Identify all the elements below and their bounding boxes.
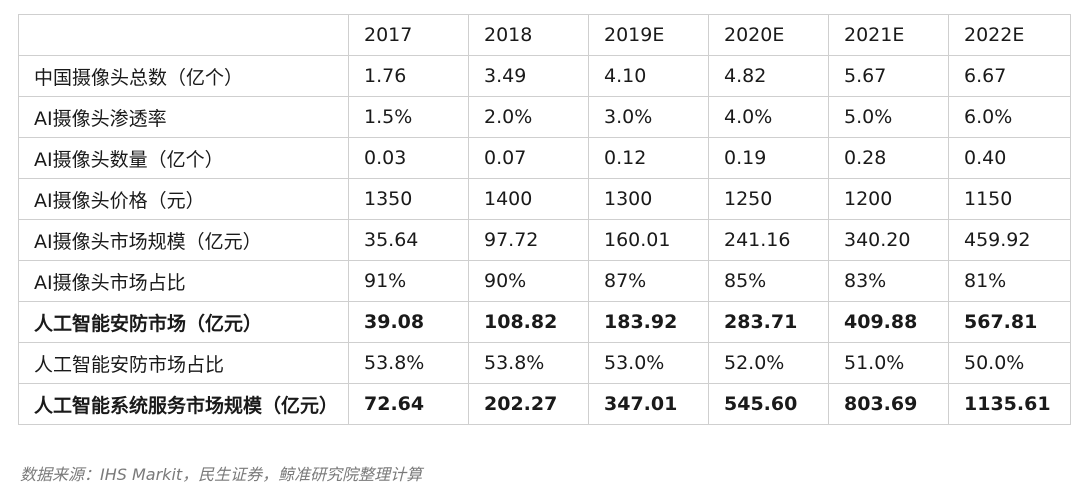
table-cell: 803.69 (828, 383, 949, 425)
table-cell: 1300 (588, 178, 709, 220)
table-cell: 0.28 (828, 137, 949, 179)
table-cell: 0.19 (708, 137, 829, 179)
table-cell: 6.67 (948, 55, 1071, 97)
header-cell-year: 2022E (948, 14, 1071, 56)
table-cell: 87% (588, 260, 709, 302)
table-cell: 6.0% (948, 96, 1071, 138)
table-header-row: 2017 2018 2019E 2020E 2021E 2022E (18, 14, 1071, 56)
table-cell: 1135.61 (948, 383, 1071, 425)
table-cell: 83% (828, 260, 949, 302)
row-label: 人工智能安防市场占比 (18, 342, 349, 384)
table-cell: 1150 (948, 178, 1071, 220)
table-cell: 4.0% (708, 96, 829, 138)
table-cell: 340.20 (828, 219, 949, 261)
table-cell: 108.82 (468, 301, 589, 343)
row-label: AI摄像头渗透率 (18, 96, 349, 138)
table-cell: 2.0% (468, 96, 589, 138)
table-cell: 1350 (348, 178, 469, 220)
table-cell: 0.40 (948, 137, 1071, 179)
table-cell: 35.64 (348, 219, 469, 261)
table-cell: 1.5% (348, 96, 469, 138)
table-cell: 53.0% (588, 342, 709, 384)
table-cell: 53.8% (468, 342, 589, 384)
table-row-bold: 人工智能安防市场（亿元） 39.08 108.82 183.92 283.71 … (18, 301, 1071, 343)
header-cell-empty (18, 14, 349, 56)
table-cell: 90% (468, 260, 589, 302)
table-cell: 1.76 (348, 55, 469, 97)
table-row-bold: 人工智能系统服务市场规模（亿元） 72.64 202.27 347.01 545… (18, 383, 1071, 425)
table-cell: 459.92 (948, 219, 1071, 261)
table-row: AI摄像头数量（亿个） 0.03 0.07 0.12 0.19 0.28 0.4… (18, 137, 1071, 179)
row-label: AI摄像头市场占比 (18, 260, 349, 302)
row-label: 中国摄像头总数（亿个） (18, 55, 349, 97)
table-cell: 53.8% (348, 342, 469, 384)
table-row: AI摄像头市场占比 91% 90% 87% 85% 83% 81% (18, 260, 1071, 302)
table-cell: 545.60 (708, 383, 829, 425)
table-cell: 4.82 (708, 55, 829, 97)
table-cell: 3.49 (468, 55, 589, 97)
table-cell: 409.88 (828, 301, 949, 343)
header-cell-year: 2019E (588, 14, 709, 56)
table-cell: 5.0% (828, 96, 949, 138)
table-cell: 1400 (468, 178, 589, 220)
table-cell: 85% (708, 260, 829, 302)
table-cell: 51.0% (828, 342, 949, 384)
source-note: 数据来源：IHS Markit，民生证券，鲸准研究院整理计算 (20, 465, 423, 484)
table-row: 人工智能安防市场占比 53.8% 53.8% 53.0% 52.0% 51.0%… (18, 342, 1071, 384)
table-cell: 202.27 (468, 383, 589, 425)
table-cell: 52.0% (708, 342, 829, 384)
table-cell: 39.08 (348, 301, 469, 343)
table-cell: 50.0% (948, 342, 1071, 384)
table-cell: 567.81 (948, 301, 1071, 343)
header-cell-year: 2018 (468, 14, 589, 56)
row-label: 人工智能安防市场（亿元） (18, 301, 349, 343)
header-cell-year: 2021E (828, 14, 949, 56)
table-cell: 1200 (828, 178, 949, 220)
table-cell: 81% (948, 260, 1071, 302)
table-cell: 283.71 (708, 301, 829, 343)
table-cell: 0.12 (588, 137, 709, 179)
header-cell-year: 2017 (348, 14, 469, 56)
table-cell: 0.03 (348, 137, 469, 179)
table-cell: 97.72 (468, 219, 589, 261)
table-cell: 241.16 (708, 219, 829, 261)
table-cell: 4.10 (588, 55, 709, 97)
table-cell: 347.01 (588, 383, 709, 425)
table-cell: 3.0% (588, 96, 709, 138)
table-cell: 160.01 (588, 219, 709, 261)
data-table-container: 2017 2018 2019E 2020E 2021E 2022E 中国摄像头总… (18, 14, 1071, 425)
table-cell: 183.92 (588, 301, 709, 343)
market-data-table: 2017 2018 2019E 2020E 2021E 2022E 中国摄像头总… (18, 14, 1071, 425)
table-row: AI摄像头市场规模（亿元） 35.64 97.72 160.01 241.16 … (18, 219, 1071, 261)
row-label: AI摄像头市场规模（亿元） (18, 219, 349, 261)
table-cell: 5.67 (828, 55, 949, 97)
table-cell: 72.64 (348, 383, 469, 425)
table-row: 中国摄像头总数（亿个） 1.76 3.49 4.10 4.82 5.67 6.6… (18, 55, 1071, 97)
table-cell: 1250 (708, 178, 829, 220)
table-row: AI摄像头渗透率 1.5% 2.0% 3.0% 4.0% 5.0% 6.0% (18, 96, 1071, 138)
table-cell: 0.07 (468, 137, 589, 179)
row-label: AI摄像头价格（元） (18, 178, 349, 220)
row-label: 人工智能系统服务市场规模（亿元） (18, 383, 349, 425)
table-row: AI摄像头价格（元） 1350 1400 1300 1250 1200 1150 (18, 178, 1071, 220)
table-cell: 91% (348, 260, 469, 302)
row-label: AI摄像头数量（亿个） (18, 137, 349, 179)
header-cell-year: 2020E (708, 14, 829, 56)
